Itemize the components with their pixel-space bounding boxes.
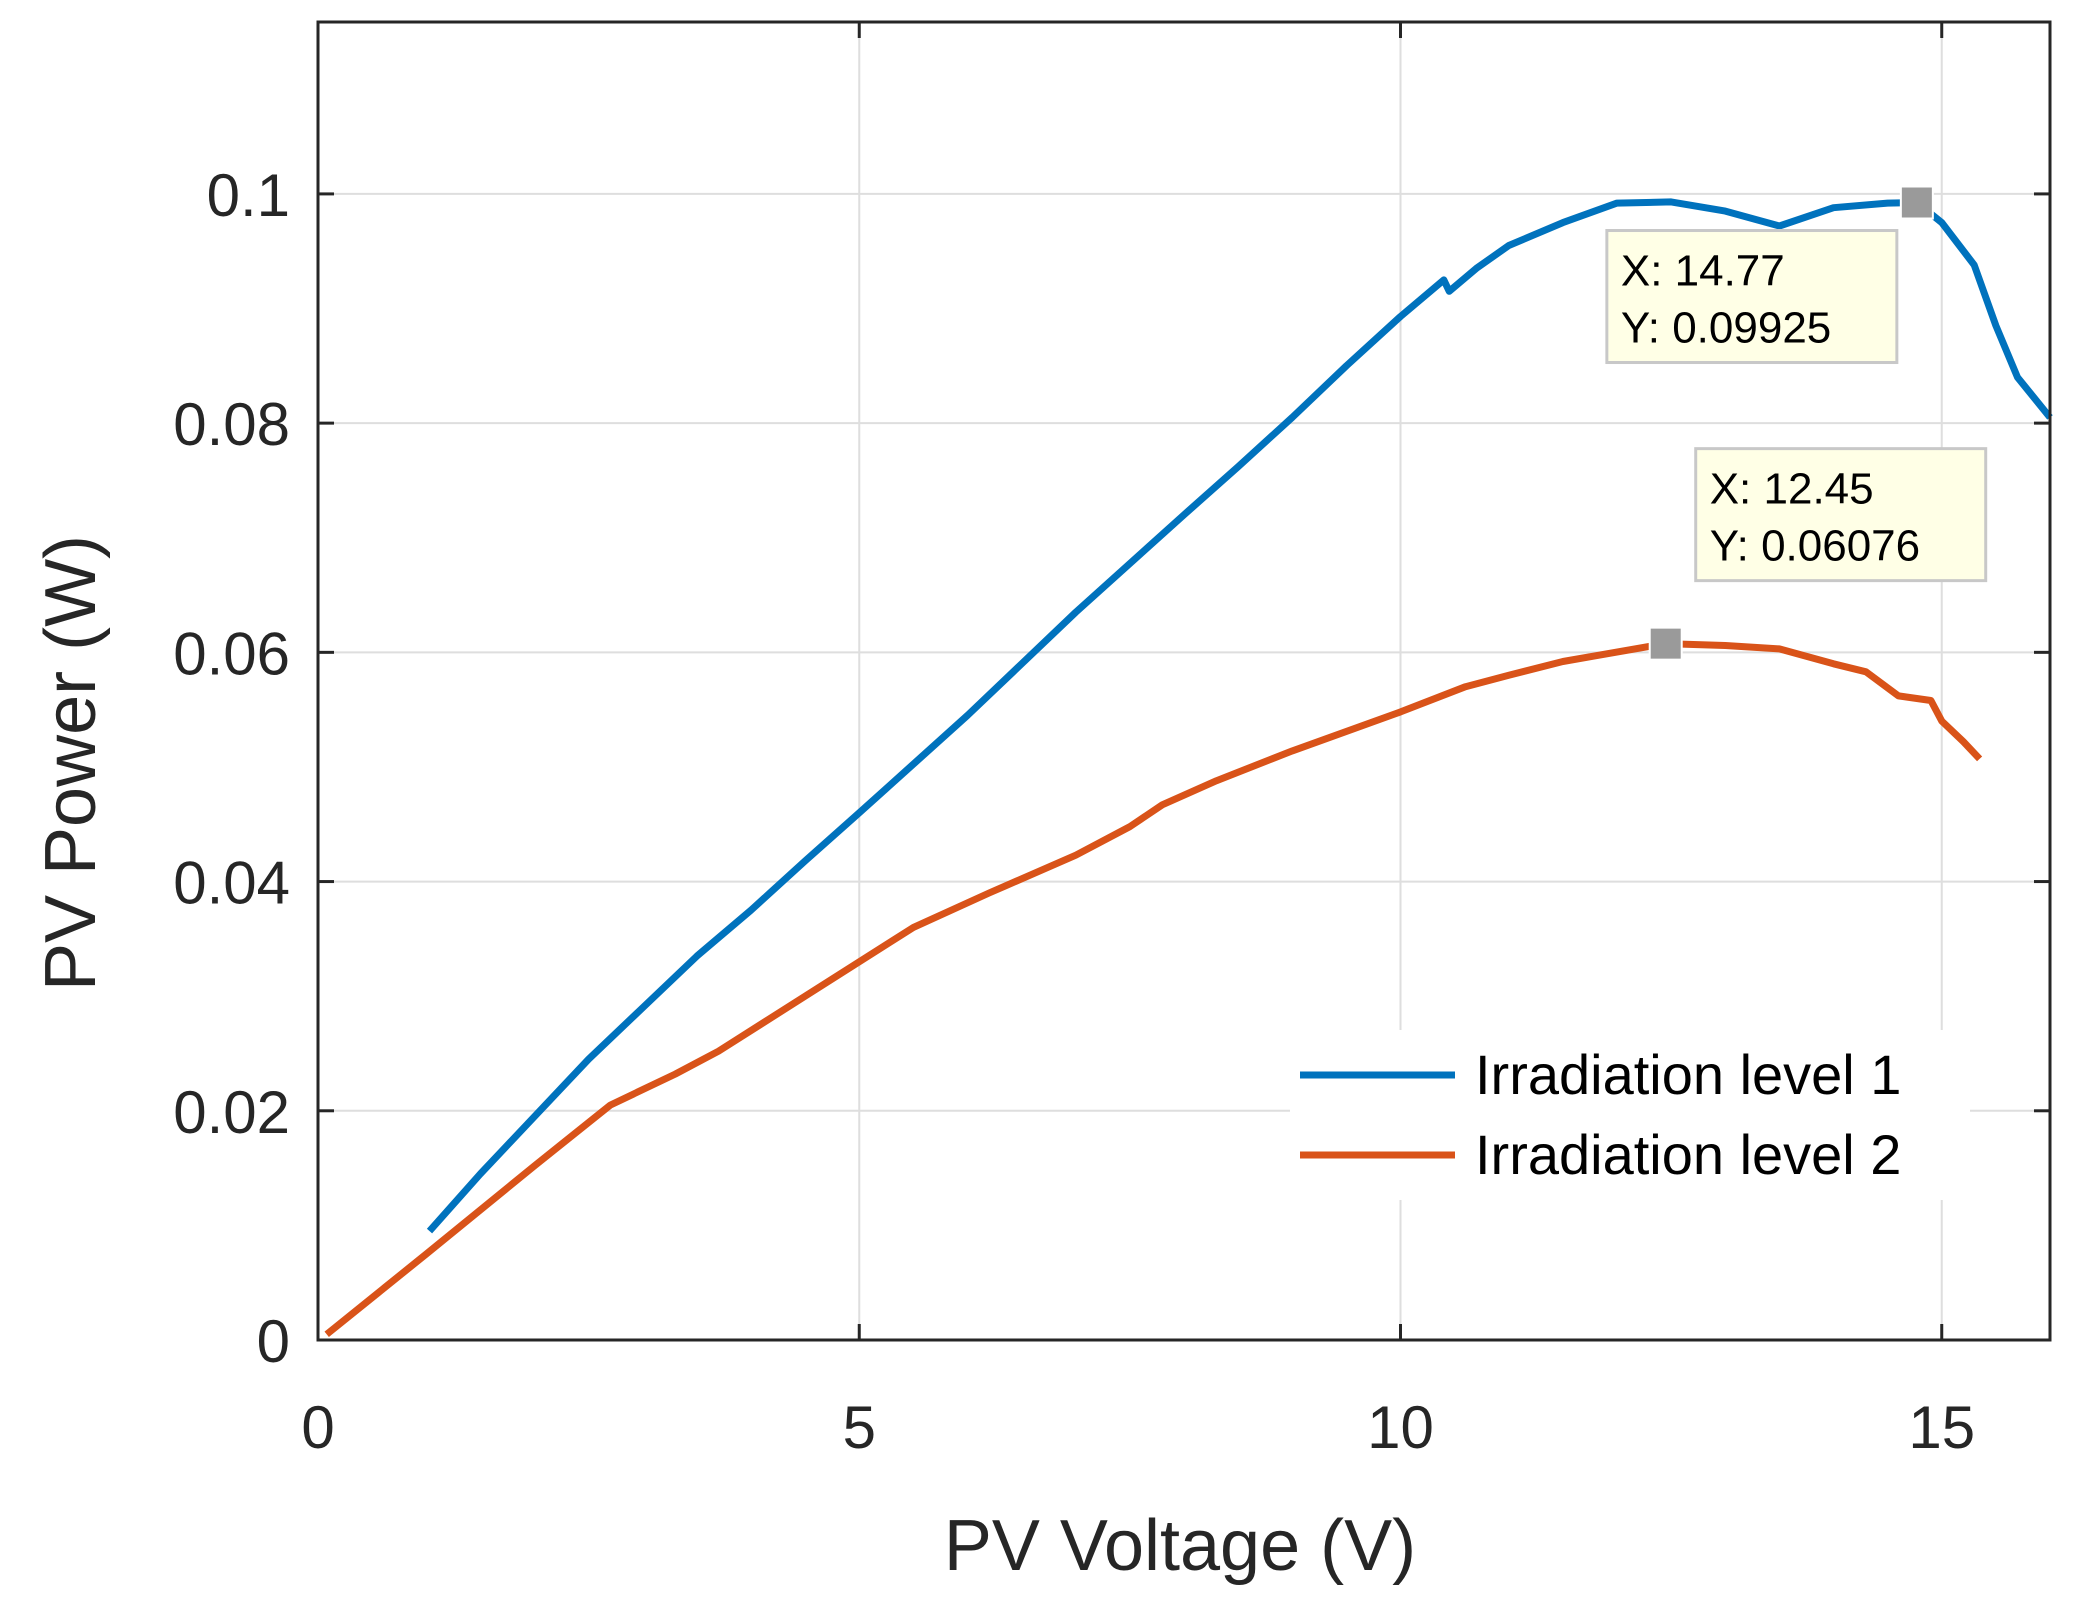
y-tick-label: 0.08 (173, 391, 290, 458)
x-tick-label: 10 (1367, 1394, 1434, 1461)
y-tick-label: 0 (257, 1308, 290, 1375)
datatip-marker (1648, 626, 1683, 661)
datatip-marker (1899, 185, 1934, 220)
datatips: X: 14.77 Y: 0.09925 X: 12.45 Y: 0.06076 (1605, 185, 1988, 661)
legend-label-series-1: Irradiation level 1 (1475, 1043, 1901, 1106)
x-tick-label: 5 (843, 1394, 876, 1461)
y-tick-label: 0.02 (173, 1079, 290, 1146)
legend: Irradiation level 1 Irradiation level 2 (1290, 1030, 1970, 1200)
datatip-box (1605, 229, 1899, 365)
legend-label-series-2: Irradiation level 2 (1475, 1123, 1901, 1186)
y-tick-label: 0.1 (207, 162, 290, 229)
y-axis-title: PV Power (W) (31, 535, 111, 991)
datatip-x-label: X: 12.45 (1710, 465, 1874, 514)
axes-frame (316, 20, 2052, 1342)
datatip-y-label: Y: 0.06076 (1710, 522, 1920, 571)
legend-box (1290, 1030, 1970, 1200)
x-axis-title: PV Voltage (V) (944, 1506, 1416, 1586)
datatip-x-label: X: 14.77 (1621, 247, 1785, 296)
series-line-2 (324, 640, 1983, 1338)
datatip-y-label: Y: 0.09925 (1621, 304, 1831, 353)
y-tick-label: 0.04 (173, 850, 290, 917)
y-tick-label: 0.06 (173, 620, 290, 687)
x-tick-label: 0 (301, 1394, 334, 1461)
datatip-box (1694, 447, 1988, 583)
axes-box (316, 20, 2052, 1342)
axis-ticks: 0 5 10 15 0 0.02 0.04 0.06 0.08 0.1 (173, 22, 2050, 1461)
x-tick-label: 15 (1908, 1394, 1975, 1461)
